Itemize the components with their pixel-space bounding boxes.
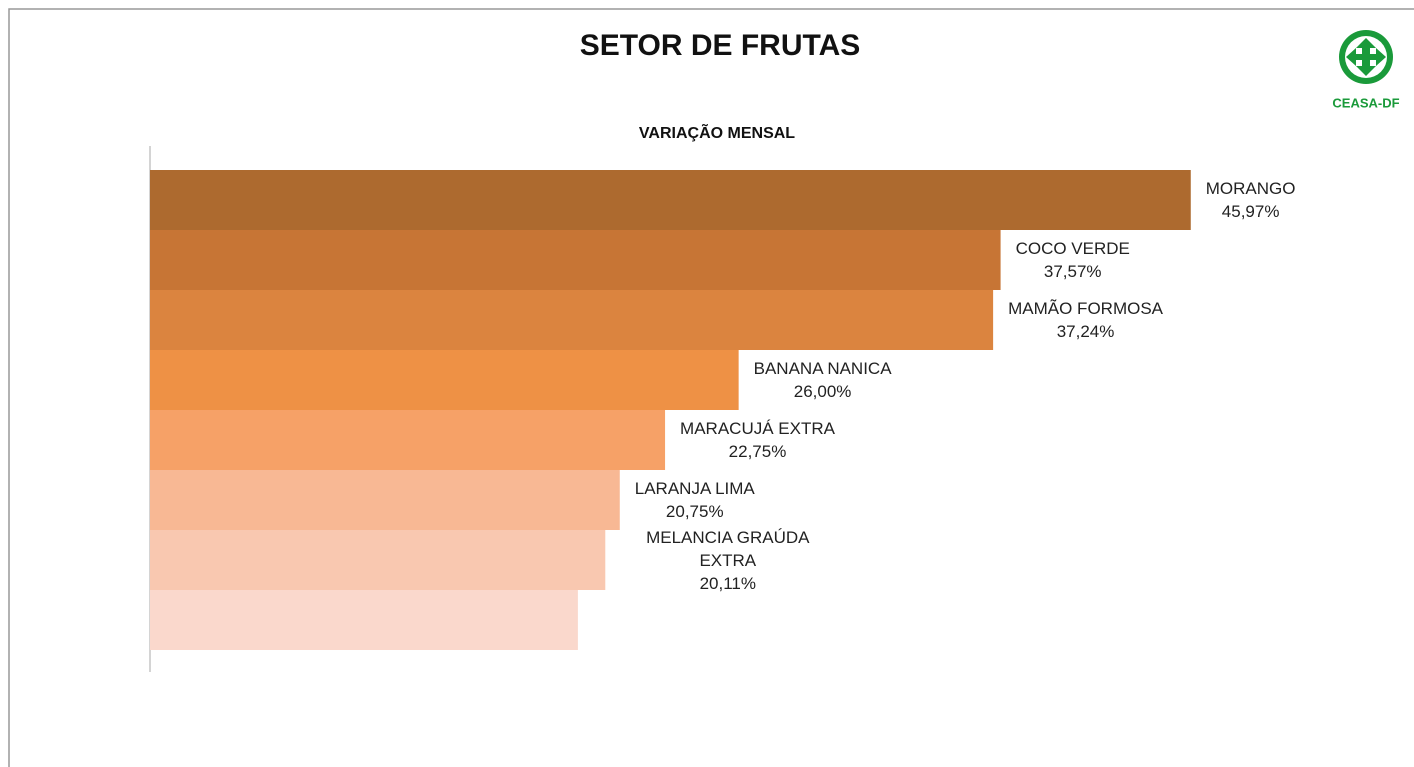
bar bbox=[150, 470, 620, 530]
bar bbox=[150, 410, 666, 470]
category-label: MARACUJÁ EXTRA bbox=[680, 419, 835, 438]
data-label: MAMÃO FORMOSA 37,24% bbox=[1008, 290, 1163, 350]
value-label: 20,75% bbox=[665, 502, 724, 521]
data-label: MORANGO 45,97% bbox=[1206, 170, 1296, 230]
bar bbox=[150, 590, 578, 650]
frame bbox=[8, 8, 1414, 767]
category-label: COCO VERDE bbox=[1015, 239, 1130, 258]
category-label: LARANJA LIMA bbox=[634, 479, 755, 498]
category-label: BANANA NANICA bbox=[753, 359, 892, 378]
data-label: LARANJA LIMA 20,75% bbox=[635, 470, 755, 530]
data-label: BANANA NANICA 26,00% bbox=[754, 350, 892, 410]
chart-title: SETOR DE FRUTAS bbox=[580, 29, 861, 62]
value-label: 37,24% bbox=[1056, 322, 1115, 341]
data-label: COCO VERDE 37,57% bbox=[1016, 230, 1130, 290]
logo: CEASA-DF bbox=[1332, 30, 1400, 110]
value-label: 22,75% bbox=[728, 442, 787, 461]
logo-text: CEASA-DF bbox=[1332, 95, 1399, 110]
bar bbox=[150, 530, 606, 590]
category-label: MELANCIA GRAÚDA EXTRA bbox=[646, 527, 810, 570]
bar bbox=[150, 230, 1001, 290]
category-label: MORANGO bbox=[1205, 179, 1296, 198]
chart-subtitle: VARIAÇÃO MENSAL bbox=[639, 122, 795, 142]
value-label: 37,57% bbox=[1043, 262, 1102, 281]
bar bbox=[150, 170, 1191, 230]
bar bbox=[150, 290, 994, 350]
data-label: MARACUJÁ EXTRA 22,75% bbox=[680, 410, 835, 470]
value-label: 26,00% bbox=[793, 382, 852, 401]
category-label: MAMÃO FORMOSA bbox=[1008, 299, 1164, 318]
value-label: 45,97% bbox=[1221, 202, 1280, 221]
bar bbox=[150, 350, 739, 410]
value-label: 20,11% bbox=[699, 573, 756, 593]
data-label: MELANCIA GRAÚDA EXTRA 20,11% bbox=[620, 528, 835, 593]
